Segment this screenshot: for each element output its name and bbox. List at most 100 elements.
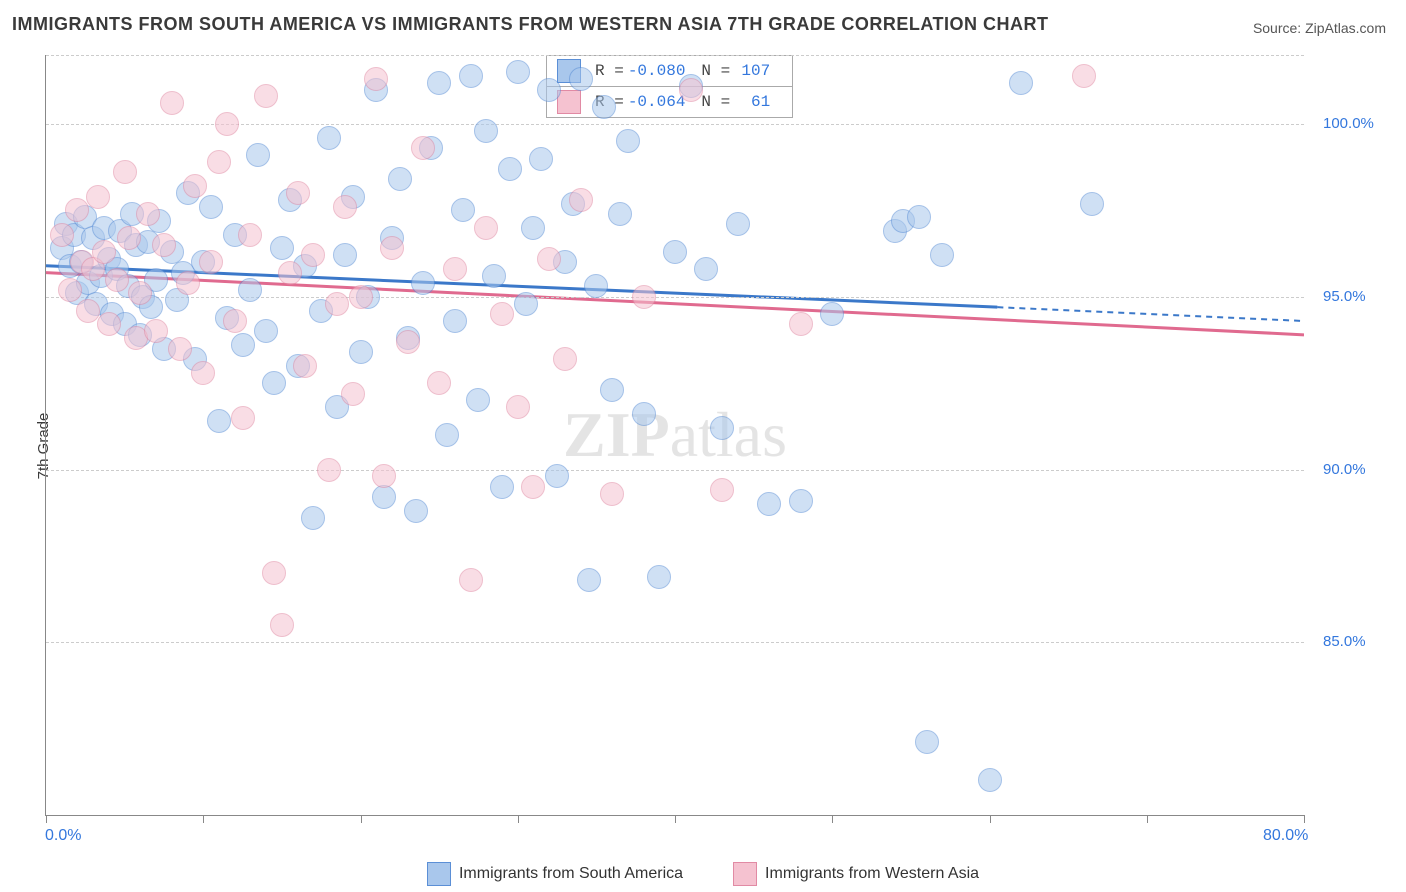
- scatter-point-series-b: [254, 84, 278, 108]
- x-tick-label: 0.0%: [45, 827, 81, 845]
- scatter-point-series-b: [113, 160, 137, 184]
- scatter-point-series-a: [647, 565, 671, 589]
- scatter-point-series-b: [341, 382, 365, 406]
- scatter-point-series-b: [789, 312, 813, 336]
- scatter-point-series-b: [411, 136, 435, 160]
- stat-value-r: -0.080: [628, 62, 686, 80]
- y-tick-label: 90.0%: [1323, 461, 1366, 478]
- stat-value-n: 61: [734, 93, 770, 111]
- watermark: ZIPatlas: [563, 398, 787, 472]
- x-tick: [1147, 815, 1148, 823]
- scatter-point-series-b: [105, 268, 129, 292]
- scatter-point-series-b: [86, 185, 110, 209]
- scatter-point-series-b: [427, 371, 451, 395]
- scatter-point-series-a: [710, 416, 734, 440]
- y-tick-label: 85.0%: [1323, 633, 1366, 650]
- stat-value-n: 107: [734, 62, 770, 80]
- stat-value-r: -0.064: [628, 93, 686, 111]
- scatter-point-series-b: [553, 347, 577, 371]
- scatter-point-series-b: [325, 292, 349, 316]
- scatter-point-series-b: [710, 478, 734, 502]
- scatter-point-series-a: [616, 129, 640, 153]
- scatter-point-series-b: [168, 337, 192, 361]
- gridline: [46, 55, 1304, 56]
- correlation-chart-page: IMMIGRANTS FROM SOUTH AMERICA VS IMMIGRA…: [0, 0, 1406, 892]
- scatter-point-series-a: [482, 264, 506, 288]
- legend-item: Immigrants from South America: [427, 862, 683, 886]
- x-tick: [203, 815, 204, 823]
- scatter-point-series-a: [915, 730, 939, 754]
- scatter-point-series-b: [380, 236, 404, 260]
- scatter-point-series-b: [144, 319, 168, 343]
- scatter-point-series-a: [246, 143, 270, 167]
- scatter-point-series-a: [333, 243, 357, 267]
- scatter-point-series-a: [459, 64, 483, 88]
- scatter-point-series-b: [176, 271, 200, 295]
- scatter-point-series-a: [632, 402, 656, 426]
- scatter-point-series-b: [521, 475, 545, 499]
- stat-label-n: N =: [701, 62, 730, 80]
- scatter-point-series-a: [474, 119, 498, 143]
- gridline: [46, 642, 1304, 643]
- scatter-point-series-a: [498, 157, 522, 181]
- chart-title: IMMIGRANTS FROM SOUTH AMERICA VS IMMIGRA…: [12, 14, 1048, 35]
- scatter-point-series-a: [388, 167, 412, 191]
- scatter-point-series-b: [372, 464, 396, 488]
- scatter-point-series-a: [254, 319, 278, 343]
- plot-area: ZIPatlas R =-0.080N =107R =-0.064N =61: [45, 55, 1304, 816]
- scatter-point-series-b: [600, 482, 624, 506]
- scatter-point-series-b: [92, 240, 116, 264]
- scatter-point-series-a: [411, 271, 435, 295]
- stats-row: R =-0.064N =61: [547, 87, 792, 117]
- scatter-point-series-a: [930, 243, 954, 267]
- scatter-point-series-b: [459, 568, 483, 592]
- scatter-point-series-b: [117, 226, 141, 250]
- scatter-point-series-a: [1009, 71, 1033, 95]
- scatter-point-series-b: [286, 181, 310, 205]
- scatter-point-series-a: [372, 485, 396, 509]
- stat-label-n: N =: [701, 93, 730, 111]
- scatter-point-series-b: [333, 195, 357, 219]
- scatter-point-series-b: [223, 309, 247, 333]
- scatter-point-series-b: [632, 285, 656, 309]
- scatter-point-series-a: [443, 309, 467, 333]
- scatter-point-series-a: [231, 333, 255, 357]
- scatter-point-series-a: [207, 409, 231, 433]
- scatter-point-series-a: [663, 240, 687, 264]
- scatter-point-series-b: [136, 202, 160, 226]
- scatter-point-series-a: [404, 499, 428, 523]
- scatter-point-series-b: [270, 613, 294, 637]
- legend-label: Immigrants from Western Asia: [765, 865, 979, 883]
- trend-lines-layer: [46, 55, 1304, 815]
- scatter-point-series-a: [577, 568, 601, 592]
- scatter-point-series-a: [726, 212, 750, 236]
- x-tick: [990, 815, 991, 823]
- source-attribution: Source: ZipAtlas.com: [1253, 20, 1386, 36]
- scatter-point-series-a: [592, 95, 616, 119]
- scatter-point-series-a: [317, 126, 341, 150]
- scatter-point-series-b: [50, 223, 74, 247]
- scatter-point-series-b: [152, 233, 176, 257]
- legend-item: Immigrants from Western Asia: [733, 862, 979, 886]
- scatter-point-series-b: [1072, 64, 1096, 88]
- scatter-point-series-a: [907, 205, 931, 229]
- scatter-point-series-b: [443, 257, 467, 281]
- scatter-point-series-a: [199, 195, 223, 219]
- scatter-point-series-a: [600, 378, 624, 402]
- scatter-point-series-b: [301, 243, 325, 267]
- scatter-point-series-b: [160, 91, 184, 115]
- stat-label-r: R =: [595, 62, 624, 80]
- scatter-point-series-b: [349, 285, 373, 309]
- scatter-point-series-b: [569, 188, 593, 212]
- scatter-point-series-b: [278, 261, 302, 285]
- scatter-point-series-a: [978, 768, 1002, 792]
- scatter-point-series-b: [215, 112, 239, 136]
- x-tick: [46, 815, 47, 823]
- scatter-point-series-a: [521, 216, 545, 240]
- scatter-point-series-a: [584, 274, 608, 298]
- gridline: [46, 297, 1304, 298]
- scatter-point-series-b: [396, 330, 420, 354]
- y-tick-label: 95.0%: [1323, 288, 1366, 305]
- gridline: [46, 470, 1304, 471]
- scatter-point-series-b: [679, 78, 703, 102]
